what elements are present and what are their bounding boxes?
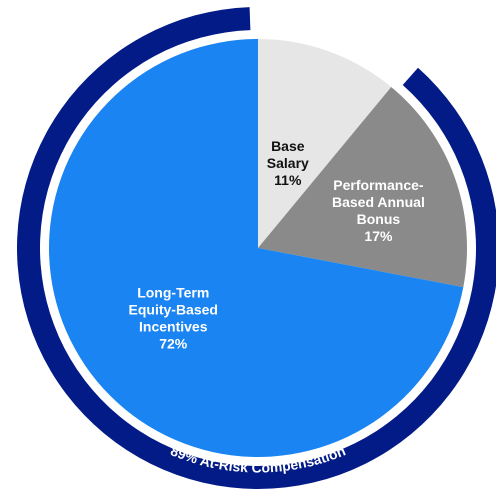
- pie-slice-base-salary: [258, 39, 392, 248]
- pie-category-label: Performance-: [333, 177, 424, 193]
- pie-label-long-term-equity: Long-Term Equity-Based Incentives 72%: [129, 285, 218, 352]
- pie-category-label: Incentives: [139, 319, 208, 335]
- pie-slice-long-term-equity: [48, 39, 464, 458]
- pie-category-label: Equity-Based: [129, 302, 218, 318]
- pie-category-label: Based Annual: [332, 194, 425, 210]
- pie-category-label: Bonus: [357, 211, 401, 227]
- pie-slices-layer: [48, 39, 467, 458]
- pie-category-label: Base: [271, 138, 305, 154]
- pie-label-performance-bonus: Performance-Based Annual Bonus 17%: [332, 177, 425, 244]
- pie-slice-performance-bonus: [258, 86, 467, 288]
- pie-category-label: Long-Term: [137, 285, 209, 301]
- pie-labels-layer: Base Salary 11% Performance-Based Annual Bon…: [129, 138, 425, 351]
- pie-category-label: Salary: [267, 155, 309, 171]
- pie-value-label: 72%: [159, 336, 188, 352]
- pie-label-base-salary: Base Salary 11%: [267, 138, 309, 188]
- pie-value-label: 11%: [274, 172, 302, 188]
- pie-value-label: 17%: [364, 228, 393, 244]
